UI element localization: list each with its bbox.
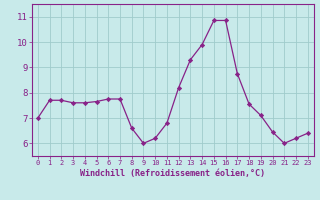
X-axis label: Windchill (Refroidissement éolien,°C): Windchill (Refroidissement éolien,°C) xyxy=(80,169,265,178)
